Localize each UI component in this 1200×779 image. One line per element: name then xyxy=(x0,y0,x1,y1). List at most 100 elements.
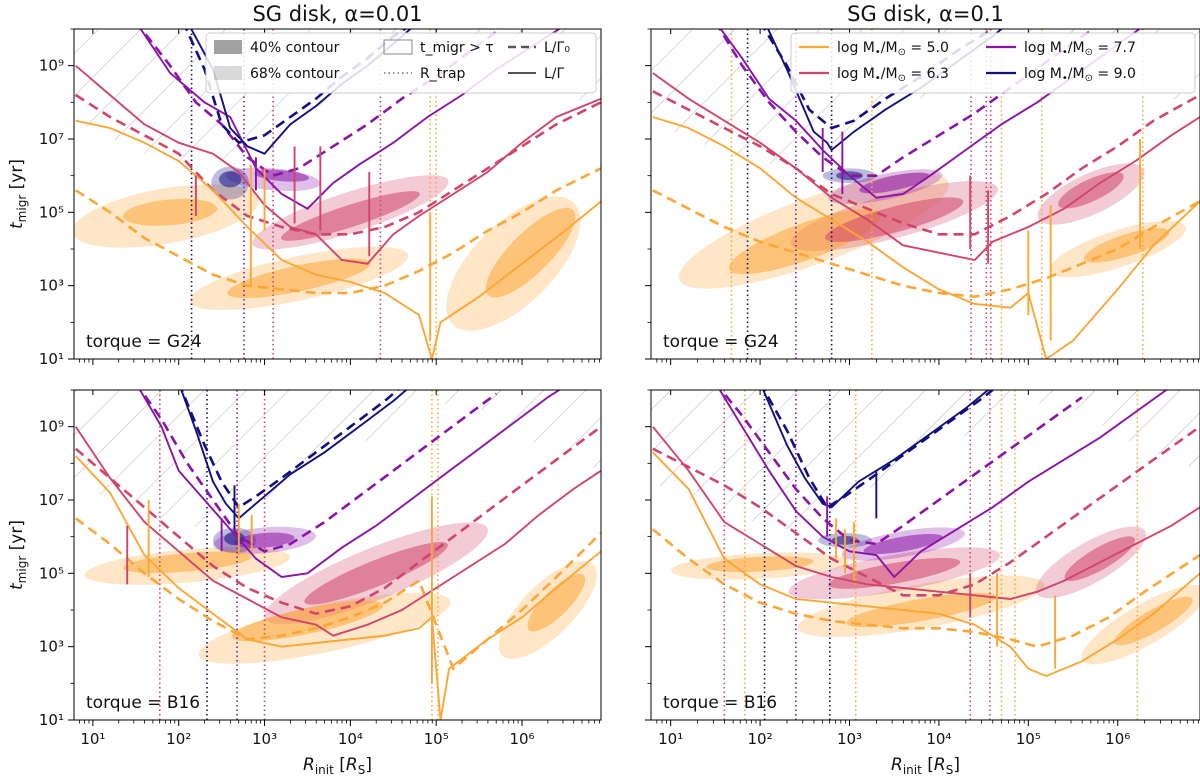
y-tick-label: 10⁷ xyxy=(39,491,64,509)
axes-frame xyxy=(650,389,1200,721)
dashed-curve-4 xyxy=(184,29,408,145)
y-tick-label: 10⁵ xyxy=(39,203,64,221)
panel-title: SG disk, α=0.1 xyxy=(847,2,1004,26)
y-tick-label: 10¹ xyxy=(39,711,64,729)
legend-label-40: 40% contour xyxy=(250,40,340,56)
y-tick-label: 10¹ xyxy=(39,350,64,368)
dashed-curve-2 xyxy=(74,93,601,236)
x-axis-label: Rinit [RS] xyxy=(303,755,372,777)
solid-curve-1 xyxy=(652,451,1200,678)
legend-label-solid: L/Γ xyxy=(544,66,565,82)
torque-annotation: torque = G24 xyxy=(663,332,779,352)
solid-curve-3 xyxy=(718,390,1168,579)
dashed-curve-1 xyxy=(651,528,1200,649)
legend-styles: 40% contour 68% contour t_migr > τ R_trap L/… xyxy=(205,32,597,94)
solid-curve-2 xyxy=(75,64,601,265)
contour-40 xyxy=(123,551,252,574)
solid-curve-1 xyxy=(652,116,1200,359)
legend-label-mass: log M•/M⊙ = 7.7 xyxy=(1024,40,1136,58)
contour-40 xyxy=(280,191,420,241)
torque-annotation: torque = B16 xyxy=(86,693,200,713)
contour-40 xyxy=(231,600,384,642)
y-tick-label: 10⁷ xyxy=(39,130,64,148)
panel-bl: 10¹ 10² 10³ 10⁴ 10⁵ 10⁶ 10¹ 10³ 10⁵ 10⁷ 10⁹ tmigr [… xyxy=(7,389,602,777)
x-tick-label: 10¹ xyxy=(658,730,683,748)
contour-40 xyxy=(828,557,961,589)
contour-40 xyxy=(1084,228,1170,263)
contour-40 xyxy=(123,198,218,226)
y-tick-label: 10⁹ xyxy=(39,57,64,75)
torque-annotation: torque = G24 xyxy=(86,332,202,352)
x-tick-label: 10² xyxy=(166,730,191,748)
legend-swatch-68 xyxy=(214,66,242,80)
axes-frame xyxy=(73,28,602,360)
x-tick-label: 10³ xyxy=(252,730,277,748)
x-tick-label: 10⁶ xyxy=(509,730,534,748)
y-tick-label: 10⁵ xyxy=(39,564,64,582)
contour-40 xyxy=(859,172,930,194)
x-tick-label: 10¹ xyxy=(80,730,105,748)
solid-curve-1 xyxy=(75,119,601,359)
dashed-curve-3 xyxy=(139,29,503,178)
legend-label-mass: log M•/M⊙ = 5.0 xyxy=(837,40,949,58)
solid-curve-1 xyxy=(75,455,601,720)
dashed-curve-1 xyxy=(74,167,601,295)
x-tick-label: 10⁵ xyxy=(1016,730,1041,748)
plot-area xyxy=(74,29,601,359)
solid-curve-2 xyxy=(652,426,1200,600)
solid-curve-4 xyxy=(762,390,990,509)
solid-curve-2 xyxy=(74,426,601,637)
legend-box xyxy=(205,32,597,94)
contour-40 xyxy=(1114,596,1193,646)
legend-label-dotted: R_trap xyxy=(420,66,466,82)
dashed-curve-4 xyxy=(180,390,400,510)
hatch-region xyxy=(74,390,601,530)
dashed-curve-4 xyxy=(762,390,995,510)
legend-label-mass: log M•/M⊙ = 6.3 xyxy=(837,66,949,84)
legend-label-mass: log M•/M⊙ = 9.0 xyxy=(1024,66,1136,84)
y-tick-label: 10⁹ xyxy=(39,418,64,436)
panel-tl: 10¹ 10³ 10⁵ 10⁷ 10⁹ tmigr [yr] SG disk, α=0.01… xyxy=(7,2,602,368)
dashed-curve-3 xyxy=(139,390,498,553)
solid-curve-2 xyxy=(652,72,1200,262)
dashed-curve-3 xyxy=(719,390,1083,546)
dashed-curve-2 xyxy=(74,425,601,616)
dashed-curve-2 xyxy=(652,425,1200,597)
legend-swatch-hatch xyxy=(383,39,413,55)
axes-frame xyxy=(650,28,1200,360)
x-axis-label: Rinit [RS] xyxy=(891,755,960,777)
panel-br: 10¹ 10² 10³ 10⁴ 10⁵ 10⁶ Rinit [RS] torque = B16 xyxy=(645,389,1200,777)
hatch-region xyxy=(651,29,1200,169)
plot-area xyxy=(74,390,601,720)
legend-box xyxy=(790,32,1196,94)
dashed-curve-2 xyxy=(652,90,1200,236)
x-tick-label: 10⁴ xyxy=(338,730,363,748)
contour-40 xyxy=(846,592,996,628)
dashed-curve-1 xyxy=(652,189,1200,299)
hatch-region xyxy=(453,390,601,471)
contour-40 xyxy=(219,171,242,188)
legend-label-68: 68% contour xyxy=(250,66,340,82)
x-tick-label: 10⁵ xyxy=(424,730,449,748)
contour-40 xyxy=(863,533,943,555)
plot-area xyxy=(651,390,1200,720)
solid-curve-4 xyxy=(180,390,408,520)
panel-title: SG disk, α=0.01 xyxy=(252,2,422,26)
y-axis-label: tmigr [yr] xyxy=(7,520,29,590)
y-tick-label: 10³ xyxy=(39,638,64,656)
x-tick-label: 10⁴ xyxy=(926,730,951,748)
legend-masses: log M•/M⊙ = 5.0 log M•/M⊙ = 6.3 log M•/M⊙ … xyxy=(790,32,1196,94)
solid-curve-3 xyxy=(138,390,561,578)
dashed-curve-3 xyxy=(718,29,1097,177)
x-tick-label: 10³ xyxy=(837,730,862,748)
legend-label-hatch: t_migr > τ xyxy=(420,40,494,56)
axes-frame xyxy=(73,389,602,721)
contour-40 xyxy=(304,542,448,605)
legend-swatch-40 xyxy=(214,40,242,54)
contour-40 xyxy=(1064,536,1136,581)
y-axis-label: tmigr [yr] xyxy=(7,159,29,229)
hatch-region xyxy=(1046,390,1200,471)
legend-label-dashed: L/Γ₀ xyxy=(544,40,570,56)
x-tick-label: 10⁶ xyxy=(1105,730,1130,748)
